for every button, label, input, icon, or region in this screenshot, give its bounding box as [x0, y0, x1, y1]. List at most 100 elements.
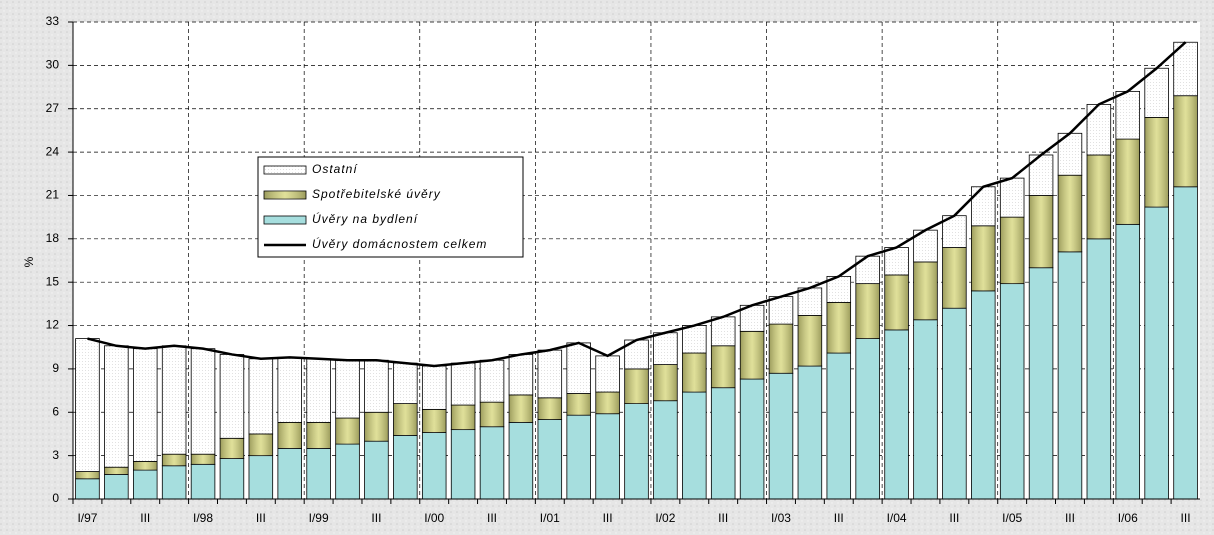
bar-shade	[826, 302, 851, 354]
bar-segment	[653, 332, 678, 365]
x-tick-label: I/01	[540, 511, 560, 525]
x-tick-label: I/05	[1002, 511, 1022, 525]
bar-shade	[682, 353, 707, 393]
bar-segment	[277, 356, 302, 423]
bar-shade	[711, 345, 736, 388]
y-tick-label: 6	[52, 404, 59, 418]
total-line	[87, 41, 1187, 368]
bar-segment	[335, 359, 360, 419]
x-tick-label: III	[949, 511, 959, 525]
bar-segment	[913, 319, 938, 500]
y-tick-label: 15	[46, 274, 60, 288]
bar-segment	[393, 434, 418, 500]
x-tick-label: I/06	[1118, 511, 1138, 525]
bar-segment	[1057, 251, 1083, 500]
y-tick-label: 12	[46, 318, 60, 332]
legend-label: Úvěry na bydlení	[312, 211, 419, 226]
bar-segment	[971, 290, 996, 500]
bar-shade	[480, 402, 504, 427]
bar-segment	[508, 421, 534, 500]
bar-segment	[421, 365, 447, 410]
legend-swatch	[263, 165, 307, 175]
bar-shade	[104, 467, 129, 475]
bar-shade	[566, 393, 591, 416]
bar-segment	[219, 354, 245, 439]
bar-segment	[248, 455, 274, 500]
bar-segment	[364, 440, 389, 500]
x-tick-label: III	[834, 511, 844, 525]
bar-segment	[219, 458, 245, 500]
x-tick-label: III	[1065, 511, 1075, 525]
bar-segment	[190, 463, 216, 500]
x-tick-label: I/98	[193, 511, 213, 525]
x-tick-label: III	[1181, 511, 1191, 525]
bar-segment	[104, 345, 129, 468]
bar-segment	[1115, 90, 1141, 140]
bar-segment	[248, 358, 274, 435]
bar-segment	[739, 378, 765, 500]
bar-segment	[768, 296, 794, 325]
bar-shade	[624, 368, 649, 404]
bar-segment	[566, 342, 591, 394]
y-tick-label: 9	[52, 361, 59, 375]
bar-segment	[75, 338, 100, 472]
bar-segment	[1028, 267, 1054, 500]
y-tick-label: 3	[52, 448, 59, 462]
bar-shade	[740, 331, 764, 380]
bar-segment	[75, 478, 100, 500]
x-tick-label: III	[718, 511, 728, 525]
bar-shade	[364, 412, 389, 442]
bar-segment	[277, 448, 302, 500]
bar-shade	[971, 225, 996, 291]
bar-segment	[682, 325, 707, 354]
bar-shade	[75, 471, 100, 479]
bar-shade	[248, 433, 273, 456]
bar-segment	[624, 403, 649, 500]
bar-shade	[393, 403, 418, 436]
bar-shade	[335, 418, 360, 445]
y-tick-label: 33	[46, 14, 60, 28]
x-tick-label: III	[140, 511, 150, 525]
bar-segment	[884, 329, 909, 500]
x-tick-label: III	[487, 511, 497, 525]
bar-shade	[537, 397, 562, 420]
x-tick-label: I/02	[655, 511, 675, 525]
bar-segment	[682, 391, 707, 500]
bar-segment	[942, 307, 967, 500]
bar-segment	[710, 316, 736, 347]
bar-segment	[768, 372, 794, 500]
bar-shade	[277, 422, 302, 449]
bar-shade	[1144, 117, 1169, 208]
bar-segment	[450, 429, 476, 500]
legend-label: Spotřebitelské úvěry	[312, 187, 441, 201]
bar-segment	[1173, 186, 1198, 500]
bar-shade	[653, 364, 678, 401]
bar-shade	[1115, 139, 1140, 225]
bar-shade	[942, 247, 967, 309]
y-tick-label: 18	[46, 231, 60, 245]
bar-segment	[595, 413, 620, 500]
bar-shade	[1029, 195, 1053, 268]
x-tick-label: I/99	[309, 511, 329, 525]
bar-segment	[855, 255, 880, 285]
bar-segment	[335, 443, 360, 500]
bar-shade	[884, 274, 909, 330]
bar-segment	[971, 186, 996, 227]
bar-segment	[479, 426, 505, 500]
x-tick-label: III	[371, 511, 381, 525]
bar-segment	[1115, 223, 1141, 500]
bar-segment	[161, 345, 187, 455]
bar-shade	[855, 283, 880, 339]
bar-segment	[393, 362, 418, 404]
x-tick-label: III	[603, 511, 613, 525]
bar-segment	[450, 362, 476, 406]
legend-swatch-shade	[264, 191, 306, 199]
bar-segment	[884, 247, 909, 276]
x-tick-label: I/97	[77, 511, 97, 525]
legend-swatch	[263, 215, 307, 225]
bar-segment	[190, 348, 216, 455]
bar-shade	[913, 261, 938, 320]
bar-segment	[132, 469, 158, 500]
bar-segment	[104, 474, 129, 500]
legend-label: Úvěry domácnostem celkem	[312, 236, 487, 251]
